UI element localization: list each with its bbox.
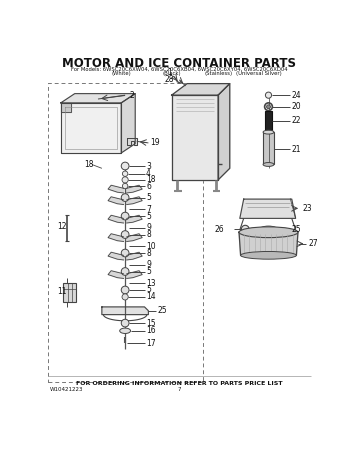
Text: 26: 26 xyxy=(215,225,224,234)
Ellipse shape xyxy=(263,163,274,166)
Text: 20: 20 xyxy=(292,102,301,111)
Text: 19: 19 xyxy=(151,139,160,147)
Bar xyxy=(263,132,274,164)
Circle shape xyxy=(267,105,271,109)
Text: 25: 25 xyxy=(292,225,301,234)
Circle shape xyxy=(122,171,128,176)
Text: 17: 17 xyxy=(146,338,156,347)
Polygon shape xyxy=(127,197,142,204)
Text: (Stainless): (Stainless) xyxy=(204,71,232,76)
Text: 16: 16 xyxy=(146,326,156,335)
Polygon shape xyxy=(108,197,124,204)
Polygon shape xyxy=(127,138,137,145)
Circle shape xyxy=(121,212,129,220)
Text: 5: 5 xyxy=(146,193,151,202)
Text: W10421223: W10421223 xyxy=(50,387,83,392)
Polygon shape xyxy=(127,234,142,241)
Polygon shape xyxy=(121,94,135,153)
Text: 24: 24 xyxy=(292,91,301,100)
Polygon shape xyxy=(61,94,135,103)
Circle shape xyxy=(122,294,128,300)
Text: 28: 28 xyxy=(164,75,174,84)
Text: (White): (White) xyxy=(111,71,131,76)
Ellipse shape xyxy=(260,226,277,232)
Text: MOTOR AND ICE CONTAINER PARTS: MOTOR AND ICE CONTAINER PARTS xyxy=(62,57,296,70)
Polygon shape xyxy=(108,185,124,193)
Polygon shape xyxy=(240,199,296,218)
Polygon shape xyxy=(108,215,124,223)
Polygon shape xyxy=(172,95,218,180)
Text: (Universal Silver): (Universal Silver) xyxy=(236,71,282,76)
Polygon shape xyxy=(172,84,230,95)
Text: 7: 7 xyxy=(146,205,151,214)
Text: 2: 2 xyxy=(129,91,134,100)
Text: 21: 21 xyxy=(292,145,301,154)
Text: 13: 13 xyxy=(146,279,156,288)
Polygon shape xyxy=(102,307,148,315)
Polygon shape xyxy=(108,252,124,260)
Text: 4: 4 xyxy=(146,169,151,178)
Text: For Models: 6WSC20C6XW04, 6WSC20C6XB04, 6WSC20C6XY04, 6WSC20C6XD04: For Models: 6WSC20C6XW04, 6WSC20C6XB04, … xyxy=(71,67,288,72)
Text: 9: 9 xyxy=(146,223,151,232)
Polygon shape xyxy=(127,185,142,193)
Polygon shape xyxy=(108,271,124,279)
Polygon shape xyxy=(218,84,230,180)
Polygon shape xyxy=(239,232,298,255)
Text: 5: 5 xyxy=(146,267,151,276)
Text: FOR ORDERING INFORMATION REFER TO PARTS PRICE LIST: FOR ORDERING INFORMATION REFER TO PARTS … xyxy=(76,381,283,386)
Text: 18: 18 xyxy=(146,175,155,184)
Ellipse shape xyxy=(239,227,298,238)
Text: 9: 9 xyxy=(146,260,151,269)
Circle shape xyxy=(121,249,129,257)
Circle shape xyxy=(121,286,129,294)
Circle shape xyxy=(241,225,249,233)
Text: 8: 8 xyxy=(146,249,151,257)
Polygon shape xyxy=(127,271,142,279)
Circle shape xyxy=(121,194,129,202)
Text: 25: 25 xyxy=(158,306,167,315)
Text: 1: 1 xyxy=(167,68,172,77)
Polygon shape xyxy=(61,103,71,112)
Text: 12: 12 xyxy=(58,222,67,231)
Bar xyxy=(48,83,203,381)
Text: 7: 7 xyxy=(177,387,181,392)
Text: 6: 6 xyxy=(146,182,151,191)
Circle shape xyxy=(121,231,129,238)
Circle shape xyxy=(121,162,129,170)
Text: 3: 3 xyxy=(146,162,151,170)
Ellipse shape xyxy=(240,251,296,259)
Text: 14: 14 xyxy=(146,292,156,301)
Circle shape xyxy=(122,177,128,183)
Circle shape xyxy=(265,92,272,98)
Ellipse shape xyxy=(263,130,274,134)
Polygon shape xyxy=(61,103,121,153)
Circle shape xyxy=(122,183,128,189)
Text: 27: 27 xyxy=(308,239,318,248)
Text: 5: 5 xyxy=(146,285,151,294)
Text: 11: 11 xyxy=(58,287,67,296)
Text: 22: 22 xyxy=(292,116,301,125)
Text: 18: 18 xyxy=(84,160,93,169)
Text: 5: 5 xyxy=(146,212,151,221)
Polygon shape xyxy=(108,234,124,241)
Bar xyxy=(265,111,272,130)
Text: 10: 10 xyxy=(146,241,156,251)
Text: 8: 8 xyxy=(146,230,151,239)
Polygon shape xyxy=(127,215,142,223)
Text: 23: 23 xyxy=(303,204,312,213)
Text: 15: 15 xyxy=(146,318,156,328)
Text: (Black): (Black) xyxy=(162,71,181,76)
Polygon shape xyxy=(127,252,142,260)
Bar xyxy=(63,283,76,302)
Ellipse shape xyxy=(120,328,131,333)
Circle shape xyxy=(121,319,129,327)
Circle shape xyxy=(121,268,129,275)
